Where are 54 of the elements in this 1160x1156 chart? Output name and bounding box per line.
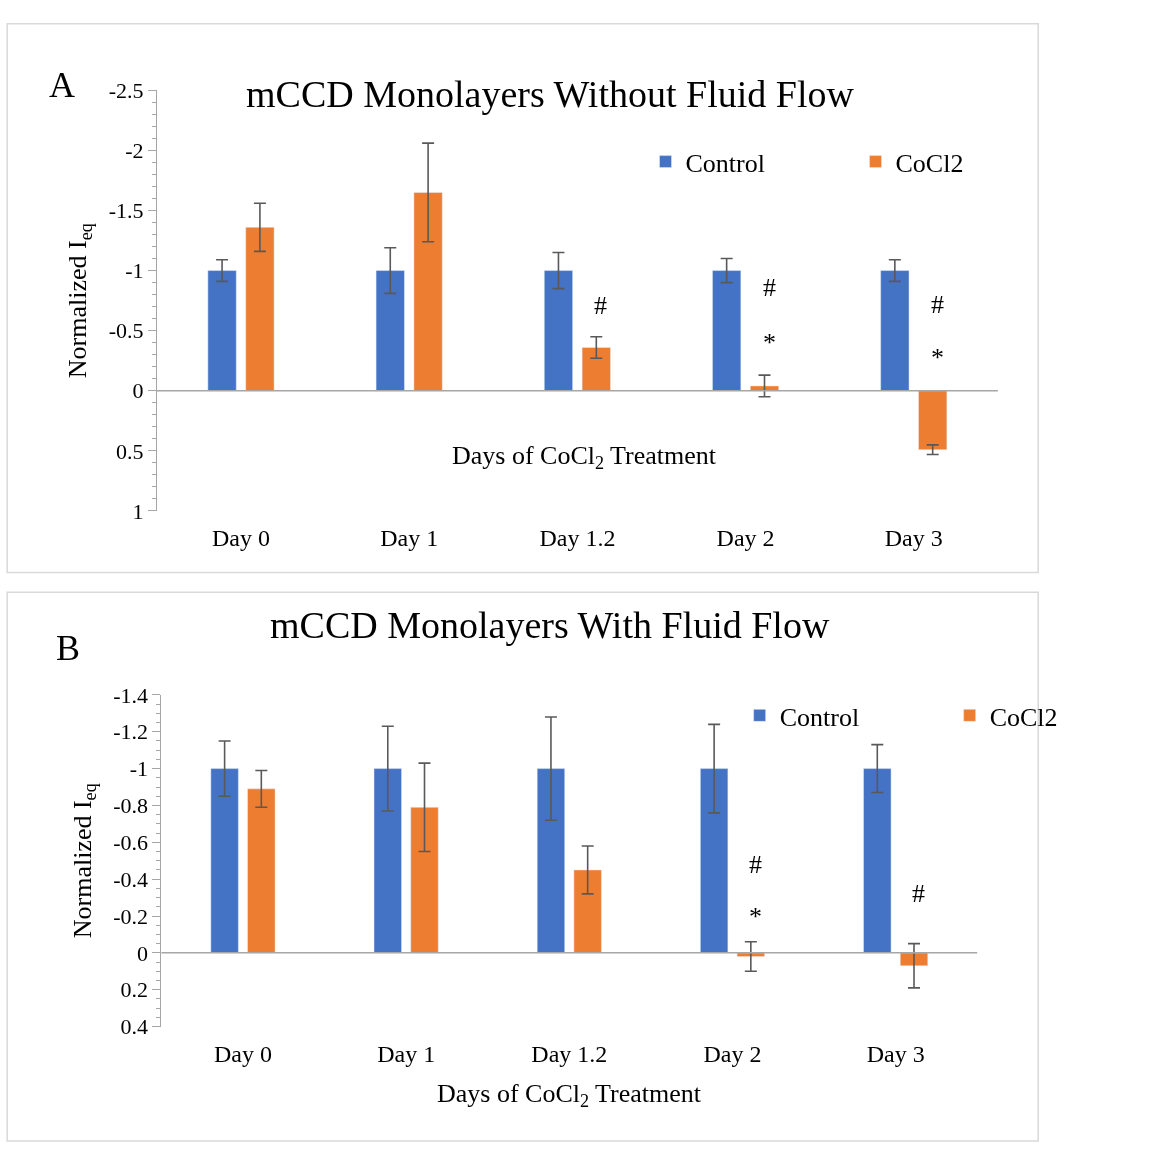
y-tick-label: -1 xyxy=(129,756,148,782)
x-axis-title: Days of CoCl$_{2}$ Treatment xyxy=(437,1079,702,1112)
annotation: * xyxy=(749,902,762,931)
text: B xyxy=(56,628,81,668)
annotation: * xyxy=(931,343,944,372)
x-tick-label: Day 1 xyxy=(377,1040,436,1067)
bar xyxy=(536,768,565,954)
y-tick-label: -1.2 xyxy=(113,719,148,745)
x-tick-label: Day 0 xyxy=(213,1040,272,1067)
legend-label: Control xyxy=(685,148,765,178)
y-tick-label: -0.6 xyxy=(113,830,148,856)
x-tick-label: Day 1 xyxy=(380,524,439,551)
y-tick-label: -1 xyxy=(125,258,144,284)
bar xyxy=(863,768,892,954)
bar xyxy=(410,807,439,954)
y-tick-label: -0.5 xyxy=(108,318,144,344)
bar xyxy=(247,788,276,954)
legend-label: CoCl2 xyxy=(989,702,1058,732)
annotation: * xyxy=(763,328,776,357)
y-tick-label: 0.2 xyxy=(120,977,148,1003)
annotation: # xyxy=(594,291,607,320)
x-tick-label: Day 3 xyxy=(866,1040,925,1067)
legend-label: Control xyxy=(779,702,860,732)
y-tick-label: 1 xyxy=(132,498,144,524)
y-tick-label: 0 xyxy=(132,378,144,404)
x-tick-label: Day 1.2 xyxy=(539,524,616,551)
x-axis-title: Days of CoCl$_{2}$ Treatment xyxy=(452,441,717,474)
y-tick-label: -0.4 xyxy=(113,866,148,892)
y-tick-label: 0.5 xyxy=(116,438,144,464)
y-tick-label: -2.5 xyxy=(108,77,144,103)
y-tick-label: 0.4 xyxy=(120,1014,148,1040)
legend-label: CoCl2 xyxy=(895,148,964,178)
y-tick-label: -0.2 xyxy=(113,903,148,929)
bar xyxy=(373,768,402,954)
y-tick-label: -2 xyxy=(125,138,144,164)
text: A xyxy=(49,65,75,105)
annotation: # xyxy=(763,273,776,302)
y-tick-label: -1.5 xyxy=(108,198,144,224)
y-tick-label: 0 xyxy=(136,940,148,966)
bar xyxy=(700,768,729,954)
bar xyxy=(210,768,239,954)
x-tick-label: Day 2 xyxy=(703,1040,762,1067)
y-tick-label: -0.8 xyxy=(113,793,148,819)
chart-title: mCCD Monolayers Without Fluid Flow xyxy=(246,73,855,115)
x-tick-label: Day 0 xyxy=(212,524,270,551)
bar xyxy=(573,869,602,954)
x-tick-label: Day 1.2 xyxy=(531,1040,608,1067)
chart-title: mCCD Monolayers With Fluid Flow xyxy=(270,604,830,646)
annotation: # xyxy=(749,850,762,879)
x-tick-label: Day 3 xyxy=(884,524,943,551)
annotation: # xyxy=(931,290,944,319)
annotation: # xyxy=(912,879,925,908)
y-tick-label: -1.4 xyxy=(113,682,148,708)
x-tick-label: Day 2 xyxy=(716,524,775,551)
